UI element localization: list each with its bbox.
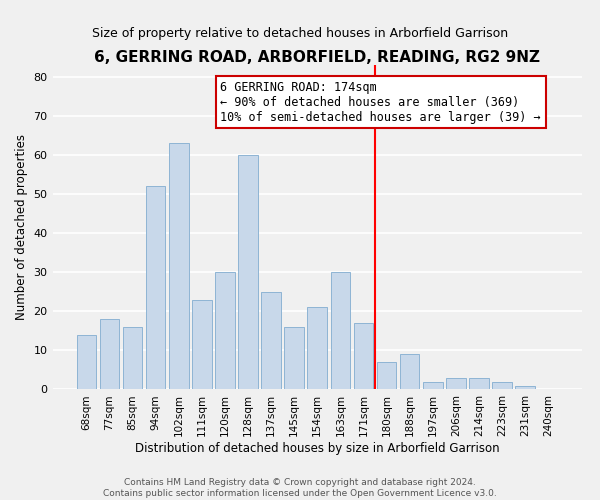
Text: 6 GERRING ROAD: 174sqm
← 90% of detached houses are smaller (369)
10% of semi-de: 6 GERRING ROAD: 174sqm ← 90% of detached…: [220, 80, 541, 124]
Bar: [423, 382, 443, 390]
Title: 6, GERRING ROAD, ARBORFIELD, READING, RG2 9NZ: 6, GERRING ROAD, ARBORFIELD, READING, RG…: [94, 50, 540, 65]
Bar: [123, 327, 142, 390]
Bar: [446, 378, 466, 390]
Bar: [77, 334, 96, 390]
Bar: [469, 378, 489, 390]
X-axis label: Distribution of detached houses by size in Arborfield Garrison: Distribution of detached houses by size …: [135, 442, 500, 455]
Bar: [169, 143, 188, 390]
Bar: [100, 319, 119, 390]
Bar: [353, 323, 373, 390]
Bar: [515, 386, 535, 390]
Bar: [377, 362, 397, 390]
Bar: [307, 308, 327, 390]
Bar: [192, 300, 212, 390]
Text: Size of property relative to detached houses in Arborfield Garrison: Size of property relative to detached ho…: [92, 28, 508, 40]
Bar: [331, 272, 350, 390]
Bar: [238, 155, 258, 390]
Bar: [284, 327, 304, 390]
Bar: [492, 382, 512, 390]
Bar: [146, 186, 166, 390]
Bar: [400, 354, 419, 390]
Y-axis label: Number of detached properties: Number of detached properties: [15, 134, 28, 320]
Bar: [215, 272, 235, 390]
Bar: [262, 292, 281, 390]
Text: Contains HM Land Registry data © Crown copyright and database right 2024.
Contai: Contains HM Land Registry data © Crown c…: [103, 478, 497, 498]
